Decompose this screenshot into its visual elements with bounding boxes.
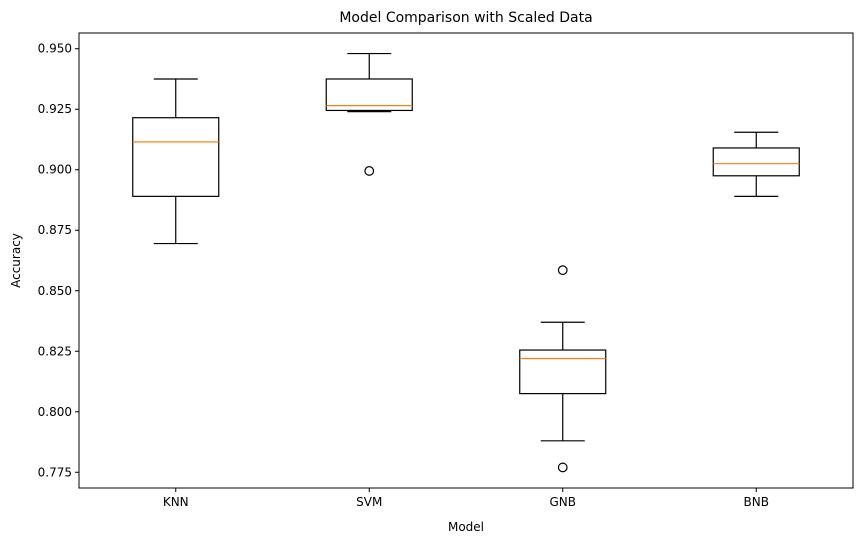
outlier-point bbox=[557, 265, 568, 276]
axes-frame bbox=[78, 32, 854, 489]
y-tick-label: 0.925 bbox=[38, 102, 72, 116]
outlier-point bbox=[364, 166, 375, 176]
y-tick-label: 0.850 bbox=[38, 284, 72, 298]
x-tick-label: BNB bbox=[744, 495, 769, 509]
x-tick-label: SVM bbox=[356, 495, 382, 509]
y-tick-label: 0.900 bbox=[38, 163, 72, 177]
x-axis-title: Model bbox=[448, 520, 484, 534]
plot-area: 0.775 0.800 0.825 0.850 0.875 0.900 0.925 0.950… bbox=[38, 32, 854, 509]
box-iqr bbox=[712, 147, 800, 177]
box-iqr bbox=[325, 78, 413, 112]
outlier-point bbox=[557, 462, 568, 473]
y-tick-label: 0.825 bbox=[38, 344, 72, 358]
y-tick-label: 0.950 bbox=[38, 42, 72, 56]
y-tick-label: 0.875 bbox=[38, 223, 72, 237]
x-tick-label: GNB bbox=[549, 495, 576, 509]
box-iqr bbox=[132, 117, 220, 197]
chart-title: Model Comparison with Scaled Data bbox=[339, 10, 592, 26]
box-iqr bbox=[519, 349, 607, 395]
y-tick-label: 0.775 bbox=[38, 465, 72, 479]
y-tick-label: 0.800 bbox=[38, 405, 72, 419]
y-axis-title: Accuracy bbox=[9, 233, 23, 288]
x-tick-label: KNN bbox=[163, 495, 189, 509]
